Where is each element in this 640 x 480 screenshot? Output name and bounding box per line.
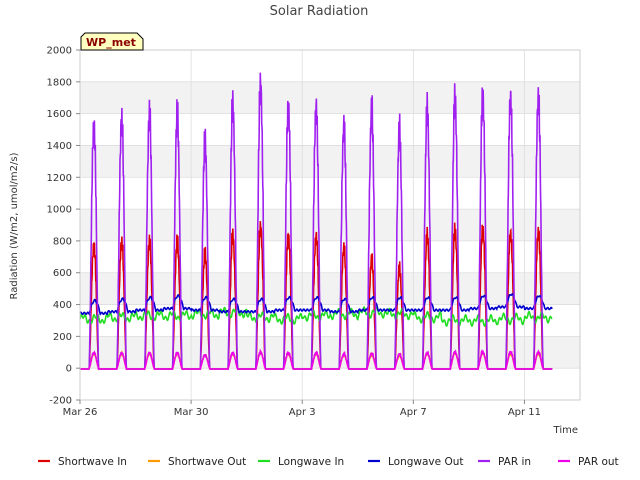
background-band — [80, 81, 580, 114]
station-badge: WP_met — [80, 32, 144, 51]
legend-label-longwave-in: Longwave In — [278, 456, 344, 468]
series-line-longwave-in — [79, 306, 553, 328]
legend-label-shortwave-out: Shortwave Out — [168, 456, 246, 468]
legend-label-shortwave-in: Shortwave In — [58, 456, 127, 468]
legend-label-par-in: PAR in — [498, 456, 531, 468]
legend: Shortwave In Shortwave Out Longwave In Long… — [38, 456, 619, 468]
x-axis-title: Time — [553, 425, 578, 436]
y-tick-label: 1000 — [47, 205, 72, 216]
background-band — [80, 368, 580, 400]
y-tick-label: 2000 — [47, 46, 72, 57]
background-band — [80, 177, 580, 210]
x-tick-label: Mar 26 — [63, 407, 98, 418]
background-bands — [80, 50, 580, 400]
y-tick-label: 600 — [53, 268, 72, 279]
y-tick-label: 1600 — [47, 109, 72, 120]
y-tick-label: 400 — [53, 300, 72, 311]
chart-title: Solar Radiation — [270, 4, 369, 19]
background-band — [80, 336, 580, 369]
y-tick-label: 1800 — [47, 77, 72, 88]
y-axis-title: Radiation (W/m2, umol/m2/s) — [9, 152, 20, 299]
background-band — [80, 209, 580, 241]
x-tick-label: Apr 3 — [289, 407, 316, 418]
series-line-longwave-out — [79, 293, 553, 316]
series-layer — [79, 72, 553, 370]
station-badge-text: WP_met — [86, 36, 136, 49]
x-tick-label: Apr 7 — [400, 407, 427, 418]
background-band — [80, 113, 580, 146]
y-tick-label: 200 — [53, 332, 72, 343]
y-tick-label: 1400 — [47, 141, 72, 152]
plot-frame — [79, 49, 581, 401]
station-badge-box — [80, 32, 144, 51]
background-band — [80, 145, 580, 178]
y-tick-label: -200 — [49, 396, 72, 407]
y-tick-label: 0 — [66, 364, 72, 375]
legend-label-par-out: PAR out — [578, 456, 619, 468]
x-tick-label: Mar 30 — [174, 407, 209, 418]
background-band — [80, 240, 580, 273]
gridlines — [79, 49, 580, 401]
background-band — [80, 50, 580, 82]
x-tick-label: Apr 11 — [508, 407, 541, 418]
y-tick-label: 1200 — [47, 173, 72, 184]
background-band — [80, 272, 580, 305]
y-tick-label: 800 — [53, 236, 72, 247]
y-axis-ticks: -200 0 200 400 600 800 1000 1200 1400 1600 1800 200… — [47, 46, 80, 407]
legend-label-longwave-out: Longwave Out — [388, 456, 463, 468]
series-line-par-out — [80, 348, 553, 370]
x-axis-ticks: Mar 26 Mar 30 Apr 3 Apr 7 Apr 11 — [63, 400, 541, 418]
